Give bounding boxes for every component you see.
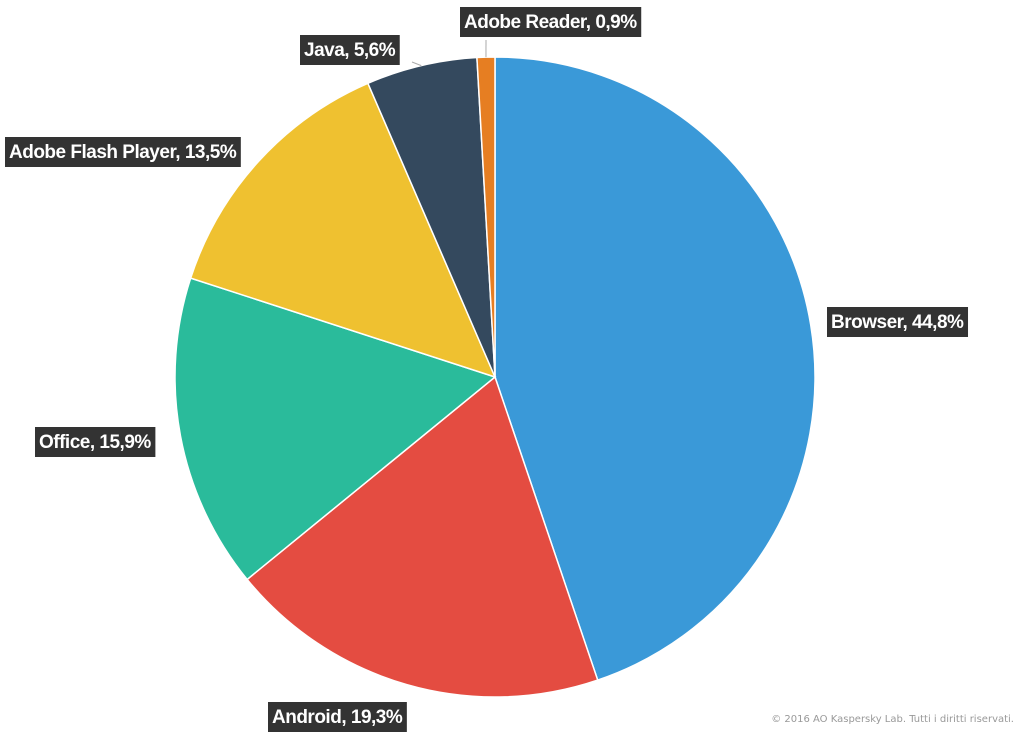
pie [174,56,816,698]
label-background [460,7,642,37]
pie-slice [174,277,497,581]
label-background [5,137,241,167]
labels: Browser, 44,8% Android, 19,3% Office, 15,9… [5,7,969,732]
data-label: Adobe Reader, 0,9% [464,12,637,33]
label-background [827,307,969,337]
pie-slice [494,56,816,682]
data-label: Adobe Flash Player, 13,5% [9,142,237,163]
data-label: Office, 15,9% [39,432,151,453]
data-label: Android, 19,3% [272,707,403,728]
leader-line [411,61,422,67]
data-label: Browser, 44,8% [831,312,964,333]
label-background [268,702,407,732]
label-background [35,427,156,457]
data-label: Java, 5,6% [304,40,396,61]
footer: © 2016 AO Kaspersky Lab. Tutti i diritti… [771,714,1014,725]
pie-slice [246,375,599,698]
pie-slice [189,82,497,379]
label-background [300,35,400,65]
